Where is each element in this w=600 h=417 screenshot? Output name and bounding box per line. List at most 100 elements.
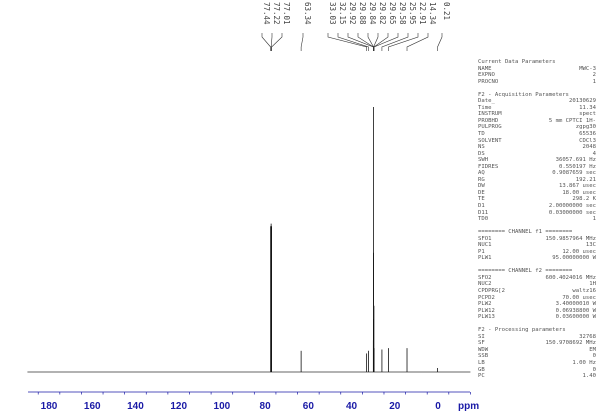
param-value: 1.40 [582, 373, 596, 380]
param-value: 0 [592, 366, 596, 373]
param-value: 20130629 [569, 98, 596, 105]
peak-label: 29.84 [368, 2, 377, 25]
peak-label-leader [367, 33, 374, 51]
param-row: DE 18.00 usec [478, 190, 596, 197]
param-key: PC [478, 373, 485, 380]
param-key: PLW13 [478, 314, 495, 321]
peak-label-leader [437, 33, 443, 51]
param-value: 192.21 [575, 176, 596, 183]
param-key: PLW1 [478, 255, 492, 262]
param-row: LB 1.00 Hz [478, 360, 596, 367]
param-value: 1 [592, 78, 596, 85]
peak-label: 0.21 [442, 2, 451, 20]
param-key: DW [478, 183, 485, 190]
peak-label: 77.22 [272, 2, 281, 25]
param-key: PROCNO [478, 78, 499, 85]
param-row: RG 192.21 [478, 177, 596, 184]
param-key: RG [478, 176, 485, 183]
param-key: Time [478, 104, 492, 111]
param-row: PROBHD 5 mm CPTCI 1H- [478, 118, 596, 125]
peak-label: 14.34 [428, 2, 437, 25]
param-key: LB [478, 359, 485, 366]
param-row: NAME MWC-3 [478, 66, 596, 73]
param-key: SFO1 [478, 235, 492, 242]
param-value: 0 [592, 353, 596, 360]
param-row: TE 298.2 K [478, 196, 596, 203]
param-section-title: F2 - Processing parameters [478, 327, 566, 334]
x-tick-label: 20 [389, 401, 401, 412]
param-key: CPDPRG[2 [478, 288, 505, 294]
param-value: 1 [592, 216, 596, 223]
param-row: TD0 1 [478, 216, 596, 223]
param-key: DE [478, 189, 485, 196]
param-value: 2 [592, 72, 596, 79]
param-key: PLW12 [478, 307, 495, 314]
param-value: 13C [585, 242, 596, 249]
param-key: PCPD2 [478, 294, 495, 301]
param-value: 0.9087659 sec [552, 170, 596, 177]
param-key: D1 [478, 202, 485, 209]
param-value: 70.00 usec [562, 294, 596, 301]
param-row: PC 1.40 [478, 373, 596, 380]
param-value: 5 mm CPTCI 1H- [548, 117, 596, 124]
param-value: 2.00000000 sec [548, 202, 596, 209]
param-row: SWH 36057.691 Hz [478, 157, 596, 164]
param-row: INSTRUM spect [478, 111, 596, 118]
param-key: PULPROG [478, 124, 502, 131]
param-section-title: ======== CHANNEL f1 ======== [478, 229, 573, 236]
param-value: zgpg30 [575, 124, 596, 131]
param-row: NS 2048 [478, 144, 596, 151]
param-row: EXPNO 2 [478, 72, 596, 79]
param-row: PLW12 0.06938800 W [478, 308, 596, 315]
param-row: CPDPRG[2 waltz16 [478, 288, 596, 295]
x-tick-label: 60 [303, 401, 315, 412]
param-key: INSTRUM [478, 111, 502, 118]
peak-label: 22.91 [418, 2, 427, 25]
param-key: TD0 [478, 216, 489, 223]
param-value: 12.00 usec [562, 248, 596, 255]
param-value: 1H [589, 281, 596, 288]
param-row: FIDRES 0.550197 Hz [478, 164, 596, 171]
param-row: SFO1 150.9857964 MHz [478, 236, 596, 243]
peak-label-leader [300, 33, 304, 51]
param-value: 13.867 usec [558, 183, 596, 190]
x-tick-label: 100 [214, 401, 231, 412]
peak-label: 77.01 [282, 2, 291, 25]
param-row: AQ 0.9087659 sec [478, 170, 596, 177]
peak-label-leader [381, 33, 409, 51]
param-key: TD [478, 130, 485, 137]
param-key: Date_ [478, 98, 495, 105]
x-tick-label: 0 [435, 401, 441, 412]
peak-label: 29.88 [358, 2, 367, 25]
param-value: 32768 [579, 333, 596, 340]
param-value: 95.00000000 W [552, 255, 596, 262]
param-key: SWH [478, 157, 489, 164]
param-value: 2048 [582, 144, 596, 151]
param-value: 0.03000000 sec [548, 209, 596, 216]
param-row: WDW EM [478, 347, 596, 354]
param-row: NUC1 13C [478, 242, 596, 249]
peak-label-leader [270, 33, 273, 51]
peak-label: 77.44 [262, 2, 271, 25]
x-tick-label: 180 [41, 401, 58, 412]
peak-label: 29.65 [388, 2, 397, 25]
param-key: PLW2 [478, 301, 492, 308]
param-row: PLW1 95.00000000 W [478, 255, 596, 262]
param-row: PROCNO 1 [478, 79, 596, 86]
param-value: 0.550197 Hz [558, 163, 596, 170]
param-key: WDW [478, 346, 489, 353]
param-value: 65536 [579, 130, 596, 137]
param-value: 36057.691 Hz [555, 157, 596, 164]
peak-label: 29.82 [378, 2, 387, 25]
param-row: PCPD2 70.00 usec [478, 295, 596, 302]
peak-label: 29.92 [348, 2, 357, 25]
param-row: SFO2 600.4024016 MHz [478, 275, 596, 282]
peak-label: 29.58 [398, 2, 407, 25]
param-key: AQ [478, 170, 485, 177]
param-row: D11 0.03000000 sec [478, 210, 596, 217]
param-value: 0.03600000 W [555, 314, 596, 321]
acquisition-parameters-panel: Current Data Parameters NAME MWC-3 EXPNO 2 PR… [478, 59, 596, 380]
peak-label: 32.15 [338, 2, 347, 25]
x-tick-label: 120 [170, 401, 187, 412]
param-key: GB [478, 366, 485, 373]
